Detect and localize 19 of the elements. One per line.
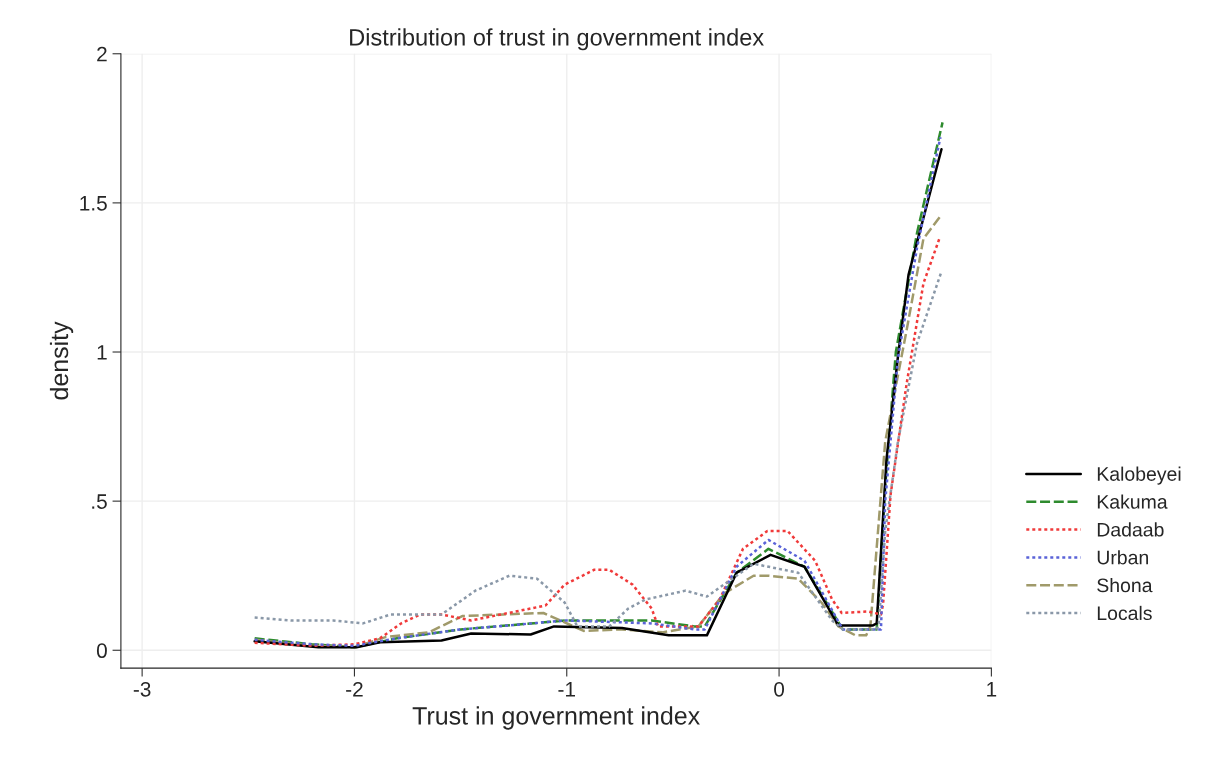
legend-label: Urban bbox=[1097, 550, 1148, 565]
y-tick-label: 2 bbox=[97, 46, 107, 62]
x-axis-title: Trust in government index bbox=[412, 706, 700, 730]
y-axis-title: density bbox=[49, 321, 74, 400]
x-tick-label: 0 bbox=[774, 681, 785, 697]
legend-label: Kalobeyei bbox=[1097, 466, 1181, 485]
x-tick-label: 1 bbox=[987, 682, 997, 697]
y-tick-label: 0 bbox=[96, 643, 107, 659]
x-tick-label: -1 bbox=[558, 682, 575, 697]
x-tick-label: -2 bbox=[346, 681, 363, 697]
chart-title: Distribution of trust in government index bbox=[350, 28, 764, 51]
x-tick-label: -3 bbox=[133, 681, 151, 697]
y-tick-label: .5 bbox=[92, 494, 107, 509]
y-tick-label: 1.5 bbox=[80, 196, 107, 211]
y-tick-label: 1 bbox=[97, 345, 107, 360]
legend-label: Locals bbox=[1097, 605, 1152, 621]
legend-label: Dadaab bbox=[1097, 522, 1164, 537]
legend-label: Kakuma bbox=[1097, 494, 1168, 509]
legend-label: Shona bbox=[1097, 577, 1153, 593]
